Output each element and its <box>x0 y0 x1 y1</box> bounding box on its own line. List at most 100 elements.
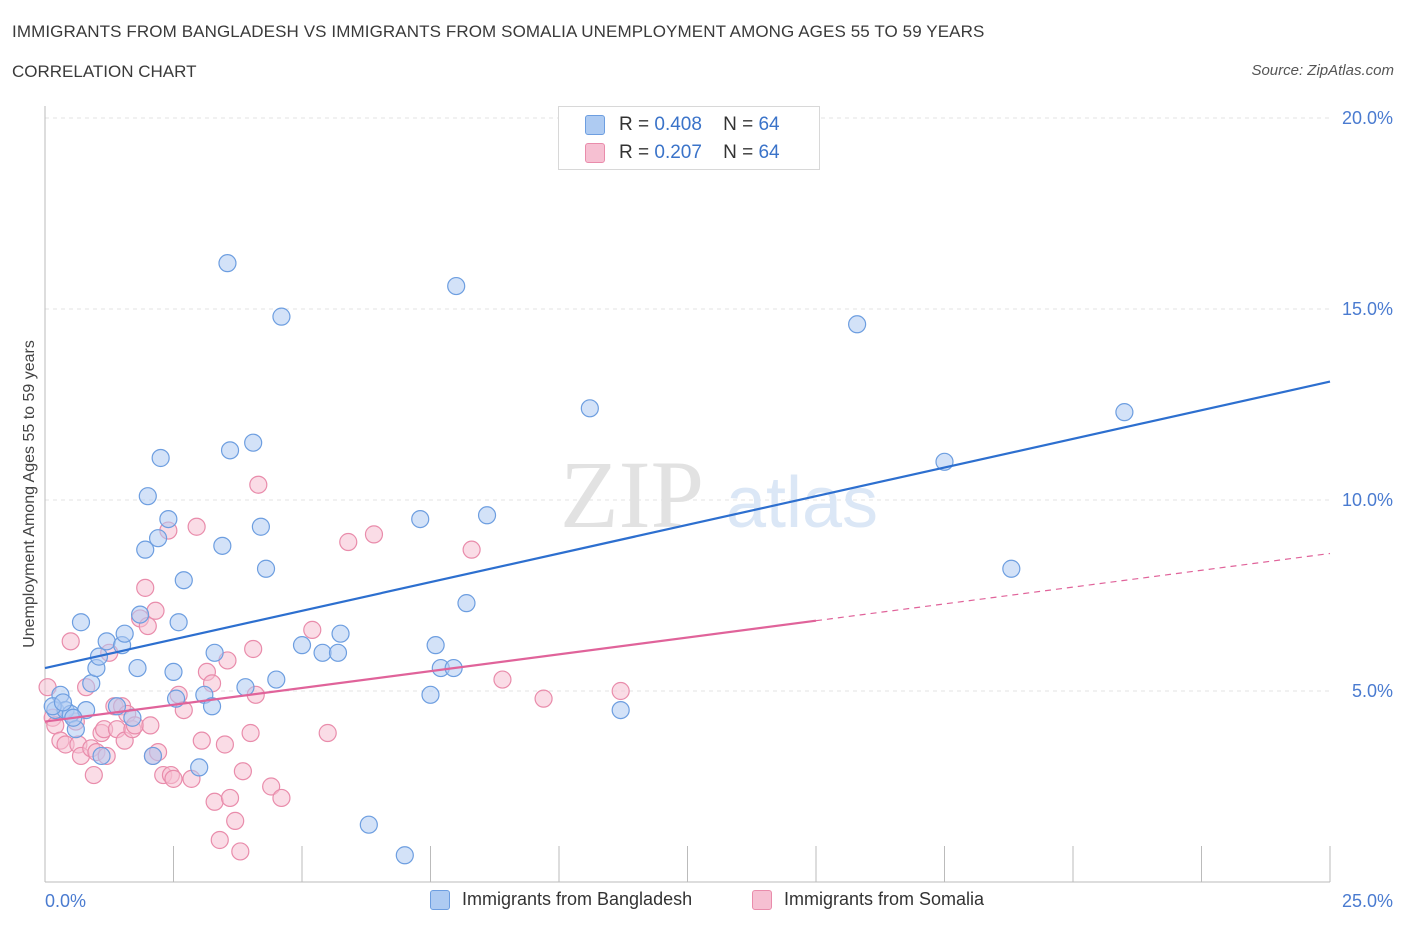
bangladesh-point <box>1002 559 1021 578</box>
bangladesh-point <box>143 746 163 766</box>
bottom-legend-label: Immigrants from Somalia <box>784 889 985 909</box>
trend-lines <box>44 380 1331 723</box>
bangladesh-point <box>164 662 183 682</box>
legend-r-label: R = <box>619 142 650 163</box>
somalia-trend-extension <box>815 552 1331 622</box>
bangladesh-point <box>174 571 193 590</box>
legend-n-label: N = <box>723 142 754 163</box>
bangladesh-point <box>292 636 312 655</box>
somalia-point <box>303 620 322 639</box>
bangladesh-point <box>148 529 168 548</box>
bangladesh-point <box>236 678 255 697</box>
bangladesh-point <box>138 487 157 506</box>
series-somalia-points <box>38 475 630 861</box>
somalia-point <box>244 639 263 659</box>
y-axis-title: Unemployment Among Ages 55 to 59 years <box>21 340 38 648</box>
bangladesh-point <box>457 594 476 613</box>
somalia-point <box>318 723 337 743</box>
bangladesh-point <box>331 624 350 643</box>
bangladesh-point <box>395 846 414 865</box>
bangladesh-point <box>97 632 116 651</box>
bangladesh-point <box>426 636 445 655</box>
somalia-point <box>84 765 103 785</box>
somalia-point <box>493 670 512 689</box>
bangladesh-point <box>53 693 73 712</box>
series-bangladesh-points <box>43 254 1134 865</box>
bottom-legend-label: Immigrants from Bangladesh <box>462 889 693 909</box>
bangladesh-point <box>477 506 497 525</box>
bangladesh-point <box>244 433 263 452</box>
somalia-point <box>141 716 160 735</box>
somalia-point <box>339 532 358 552</box>
bangladesh-point <box>611 700 630 720</box>
y-tick-label: 10.0% <box>1342 490 1393 510</box>
bangladesh-point <box>205 643 224 662</box>
somalia-point <box>233 762 252 781</box>
correlation-legend: R = 0.408 N = 64 R = 0.207 N = 64 <box>558 106 820 170</box>
bottom-legend-somalia: Immigrants from Somalia <box>752 889 984 910</box>
chart-title: IMMIGRANTS FROM BANGLADESH VS IMMIGRANTS… <box>12 22 985 41</box>
bangladesh-point <box>115 624 134 643</box>
bottom-legend-bangladesh: Immigrants from Bangladesh <box>430 889 692 910</box>
bangladesh-point <box>136 540 155 559</box>
legend-n-value: 64 <box>758 114 780 135</box>
bangladesh-point <box>848 315 867 334</box>
somalia-point <box>192 731 211 750</box>
somalia-point <box>534 689 553 708</box>
bangladesh-swatch <box>585 115 605 135</box>
bangladesh-point <box>447 276 466 296</box>
bangladesh-point <box>359 815 378 834</box>
somalia-swatch <box>585 143 605 163</box>
y-tick-label: 5.0% <box>1352 681 1393 701</box>
bangladesh-point <box>159 509 178 529</box>
legend-n-label: N = <box>723 114 754 135</box>
watermark-zip: ZIP <box>560 441 704 548</box>
y-tick-label: 15.0% <box>1342 299 1393 319</box>
somalia-point <box>262 777 281 796</box>
bangladesh-point <box>202 697 222 716</box>
somalia-point <box>215 735 234 754</box>
x-tick-label: 25.0% <box>1342 891 1393 911</box>
somalia-point <box>210 830 229 850</box>
watermark-atlas: atlas <box>726 463 878 543</box>
bangladesh-point <box>151 448 170 468</box>
bangladesh-swatch <box>430 889 450 910</box>
somalia-point <box>187 517 206 536</box>
bangladesh-point <box>1115 403 1134 422</box>
bangladesh-point <box>251 517 270 536</box>
bangladesh-point <box>272 307 291 326</box>
bangladesh-point <box>128 658 147 678</box>
grid-lines <box>45 117 1330 692</box>
somalia-point <box>220 788 240 808</box>
bangladesh-point <box>92 746 111 766</box>
somalia-point <box>146 601 165 620</box>
somalia-point <box>226 811 245 830</box>
somalia-point <box>61 632 80 651</box>
bangladesh-point <box>213 536 232 555</box>
somalia-point <box>272 788 291 808</box>
bangladesh-point <box>218 254 237 273</box>
bangladesh-point <box>190 758 209 777</box>
bangladesh-point <box>220 441 240 460</box>
bangladesh-point <box>421 685 440 704</box>
somalia-point <box>136 578 155 597</box>
y-tick-label: 20.0% <box>1342 108 1393 128</box>
bangladesh-point <box>130 605 150 624</box>
somalia-point <box>205 792 224 811</box>
somalia-point <box>611 681 630 701</box>
somalia-point <box>364 525 384 544</box>
bangladesh-point <box>328 643 348 662</box>
bangladesh-point <box>313 643 332 662</box>
legend-r-value: 0.408 <box>654 114 702 135</box>
axes <box>44 106 1331 883</box>
bangladesh-trend-line <box>44 380 1331 670</box>
bangladesh-point <box>71 613 91 632</box>
legend-n-value: 64 <box>758 142 780 163</box>
bangladesh-point <box>169 613 188 632</box>
somalia-point <box>231 842 250 861</box>
somalia-swatch <box>752 889 772 910</box>
somalia-point <box>462 540 481 559</box>
bangladesh-point <box>256 559 276 578</box>
source-label: Source: ZipAtlas.com <box>1251 62 1394 79</box>
